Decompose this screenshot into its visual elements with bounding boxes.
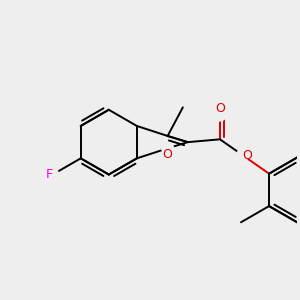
Text: O: O [242,148,252,162]
Text: O: O [163,148,172,161]
Circle shape [47,169,58,180]
Text: O: O [215,102,225,115]
Circle shape [162,142,173,154]
Circle shape [214,109,226,121]
Text: F: F [46,168,53,181]
Circle shape [237,149,248,161]
Circle shape [238,150,248,160]
